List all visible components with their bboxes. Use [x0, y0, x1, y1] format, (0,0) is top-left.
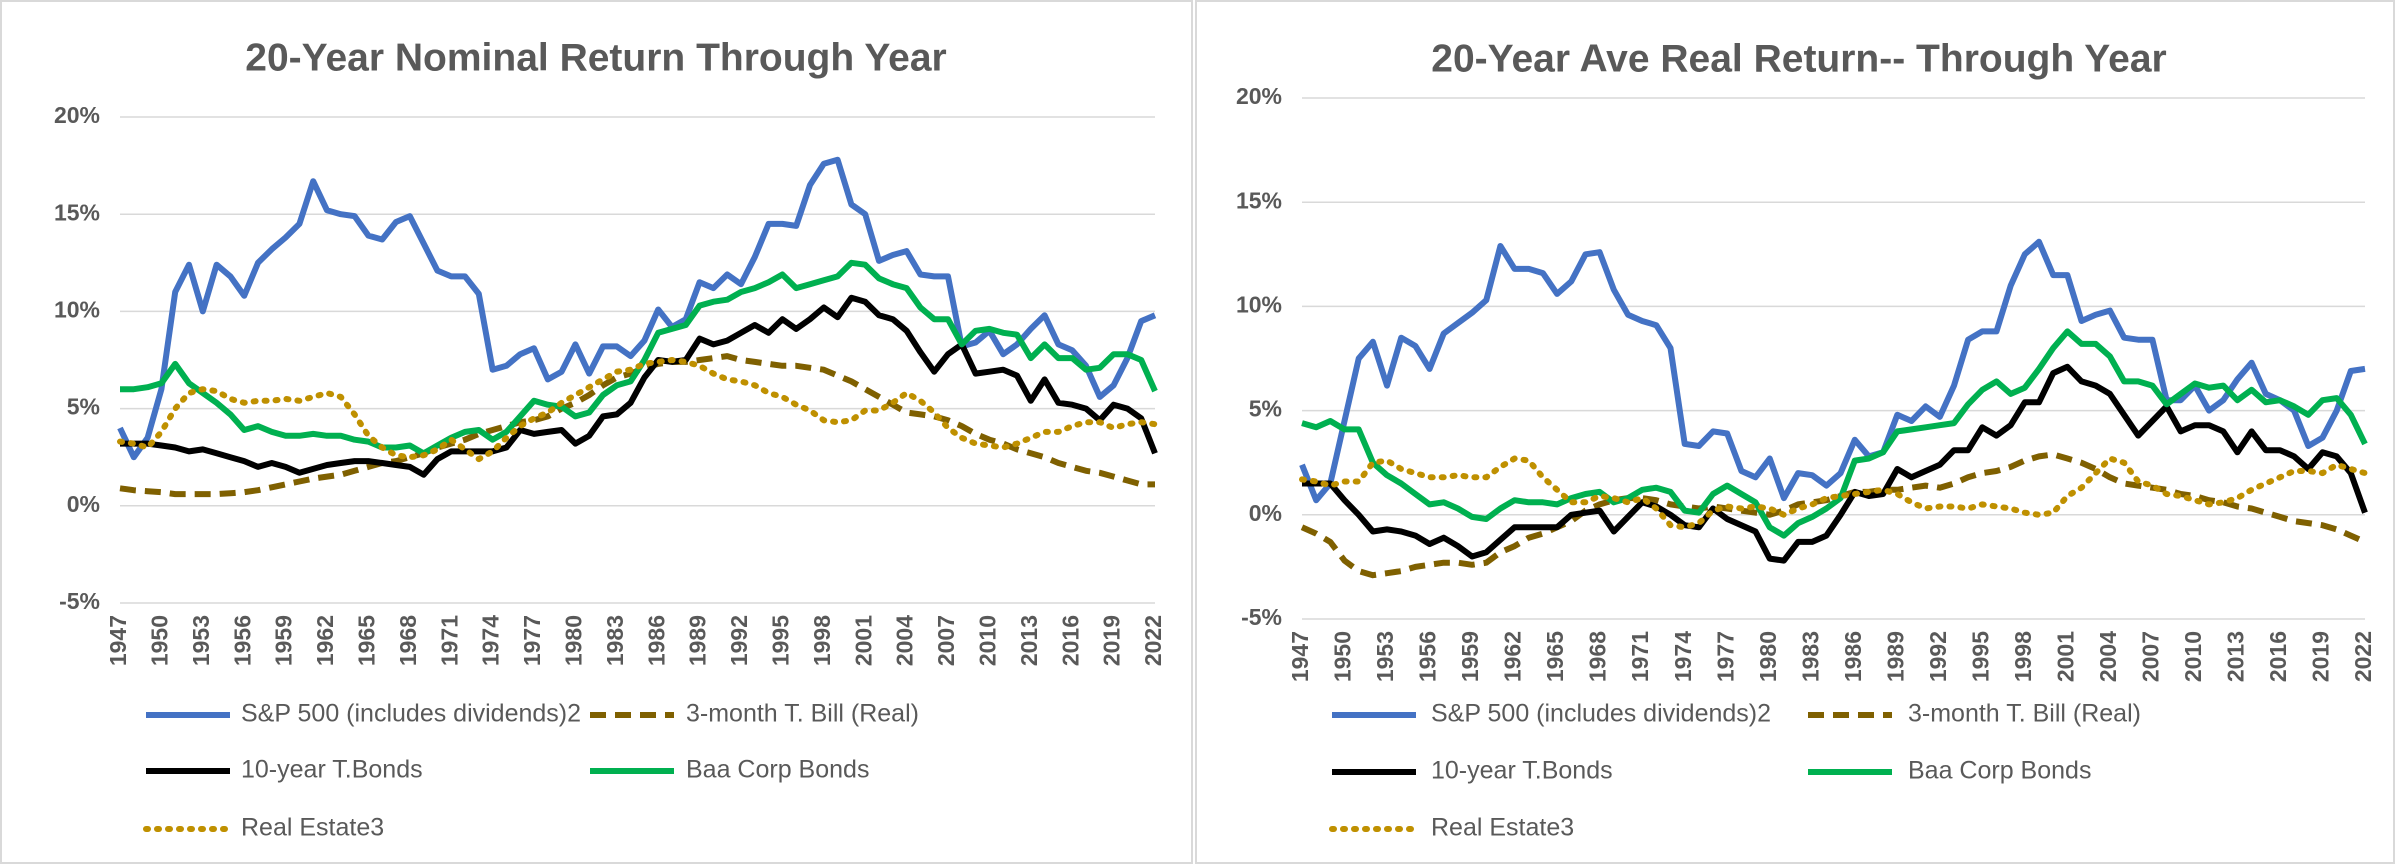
- x-tick-label: 2019: [1099, 615, 1125, 666]
- x-tick-label: 1947: [1287, 631, 1313, 682]
- x-tick-label: 2016: [1057, 615, 1083, 666]
- chart-title: 20-Year Ave Real Return-- Through Year: [1431, 37, 2166, 80]
- x-tick-label: 1989: [685, 615, 711, 666]
- x-tick-label: 1986: [643, 615, 669, 666]
- x-tick-label: 1974: [478, 615, 504, 666]
- series-line: [1299, 455, 2368, 531]
- x-tick-label: 2001: [2052, 631, 2078, 682]
- x-tick-label: 1962: [1500, 631, 1526, 682]
- x-tick-label: 1998: [809, 615, 835, 666]
- series-line: [117, 357, 1158, 463]
- x-tick-label: 1947: [105, 615, 131, 666]
- y-tick-label: 0%: [67, 491, 100, 517]
- panel: [1195, 0, 2395, 864]
- x-tick-label: 1992: [1925, 631, 1951, 682]
- y-tick-label: -5%: [1241, 604, 1282, 630]
- x-tick-label: 2022: [2350, 631, 2376, 682]
- x-tick-label: 2001: [850, 615, 876, 666]
- x-tick-label: 1995: [767, 615, 793, 666]
- series-line: [120, 294, 1158, 478]
- x-tick-label: 2016: [2265, 631, 2291, 682]
- x-tick-label: 2019: [2308, 631, 2334, 682]
- series-line: [1302, 363, 2368, 564]
- x-tick-label: 2004: [2095, 631, 2121, 682]
- x-tick-label: 1998: [2010, 631, 2036, 682]
- x-tick-label: 1995: [1967, 631, 1993, 682]
- x-tick-label: 1950: [146, 615, 172, 666]
- y-tick-label: 10%: [54, 296, 100, 322]
- x-tick-label: 2007: [2137, 631, 2163, 682]
- x-tick-label: 2010: [974, 615, 1000, 666]
- x-tick-label: 1968: [395, 615, 421, 666]
- x-tick-label: 2013: [2223, 631, 2249, 682]
- y-tick-label: 5%: [67, 394, 100, 420]
- x-tick-label: 2010: [2180, 631, 2206, 682]
- x-tick-label: 1977: [1712, 631, 1738, 682]
- legend-label: S&P 500 (includes dividends)2: [241, 700, 581, 728]
- series-line: [117, 156, 1157, 461]
- series-line: [1301, 328, 2368, 539]
- x-tick-label: 1965: [1542, 631, 1568, 682]
- x-tick-label: 2022: [1140, 615, 1166, 666]
- x-tick-label: 2013: [1016, 615, 1042, 666]
- x-tick-label: 1983: [602, 615, 628, 666]
- y-tick-label: -5%: [59, 588, 100, 614]
- x-tick-label: 2004: [892, 615, 918, 666]
- chart-title: 20-Year Nominal Return Through Year: [245, 36, 946, 79]
- x-tick-label: 1989: [1882, 631, 1908, 682]
- x-tick-label: 1962: [312, 615, 338, 666]
- legend-label: 10-year T.Bonds: [241, 756, 423, 784]
- y-tick-label: 10%: [1236, 291, 1282, 317]
- x-tick-label: 1959: [1457, 631, 1483, 682]
- x-tick-label: 1980: [560, 615, 586, 666]
- x-tick-label: 1959: [271, 615, 297, 666]
- panel: [0, 0, 1193, 864]
- x-tick-label: 1956: [1415, 631, 1441, 682]
- x-tick-label: 1992: [726, 615, 752, 666]
- x-tick-label: 1953: [1372, 631, 1398, 682]
- x-tick-label: 1971: [436, 615, 462, 666]
- legend-label: 10-year T.Bonds: [1431, 757, 1613, 785]
- x-tick-label: 1971: [1627, 631, 1653, 682]
- x-tick-label: 1974: [1670, 631, 1696, 682]
- x-tick-label: 1968: [1585, 631, 1611, 682]
- legend-label: Real Estate3: [241, 814, 384, 842]
- y-tick-label: 15%: [54, 199, 100, 225]
- y-tick-label: 0%: [1249, 500, 1282, 526]
- series-line: [1299, 238, 2366, 504]
- x-tick-label: 1956: [229, 615, 255, 666]
- legend-label: 3-month T. Bill (Real): [686, 700, 919, 728]
- series-line: [120, 259, 1158, 457]
- y-tick-label: 20%: [54, 102, 100, 128]
- legend-label: Baa Corp Bonds: [1908, 757, 2091, 785]
- y-tick-label: 20%: [1236, 83, 1282, 109]
- legend-label: S&P 500 (includes dividends)2: [1431, 700, 1771, 728]
- x-tick-label: 2007: [933, 615, 959, 666]
- x-tick-label: 1953: [188, 615, 214, 666]
- x-tick-label: 1977: [519, 615, 545, 666]
- x-tick-label: 1983: [1797, 631, 1823, 682]
- legend-label: 3-month T. Bill (Real): [1908, 700, 2141, 728]
- x-tick-label: 1980: [1755, 631, 1781, 682]
- legend-label: Baa Corp Bonds: [686, 756, 869, 784]
- x-tick-label: 1965: [353, 615, 379, 666]
- x-tick-label: 1986: [1840, 631, 1866, 682]
- y-tick-label: 15%: [1236, 187, 1282, 213]
- x-tick-label: 1950: [1330, 631, 1356, 682]
- legend-label: Real Estate3: [1431, 814, 1574, 842]
- y-tick-label: 5%: [1249, 396, 1282, 422]
